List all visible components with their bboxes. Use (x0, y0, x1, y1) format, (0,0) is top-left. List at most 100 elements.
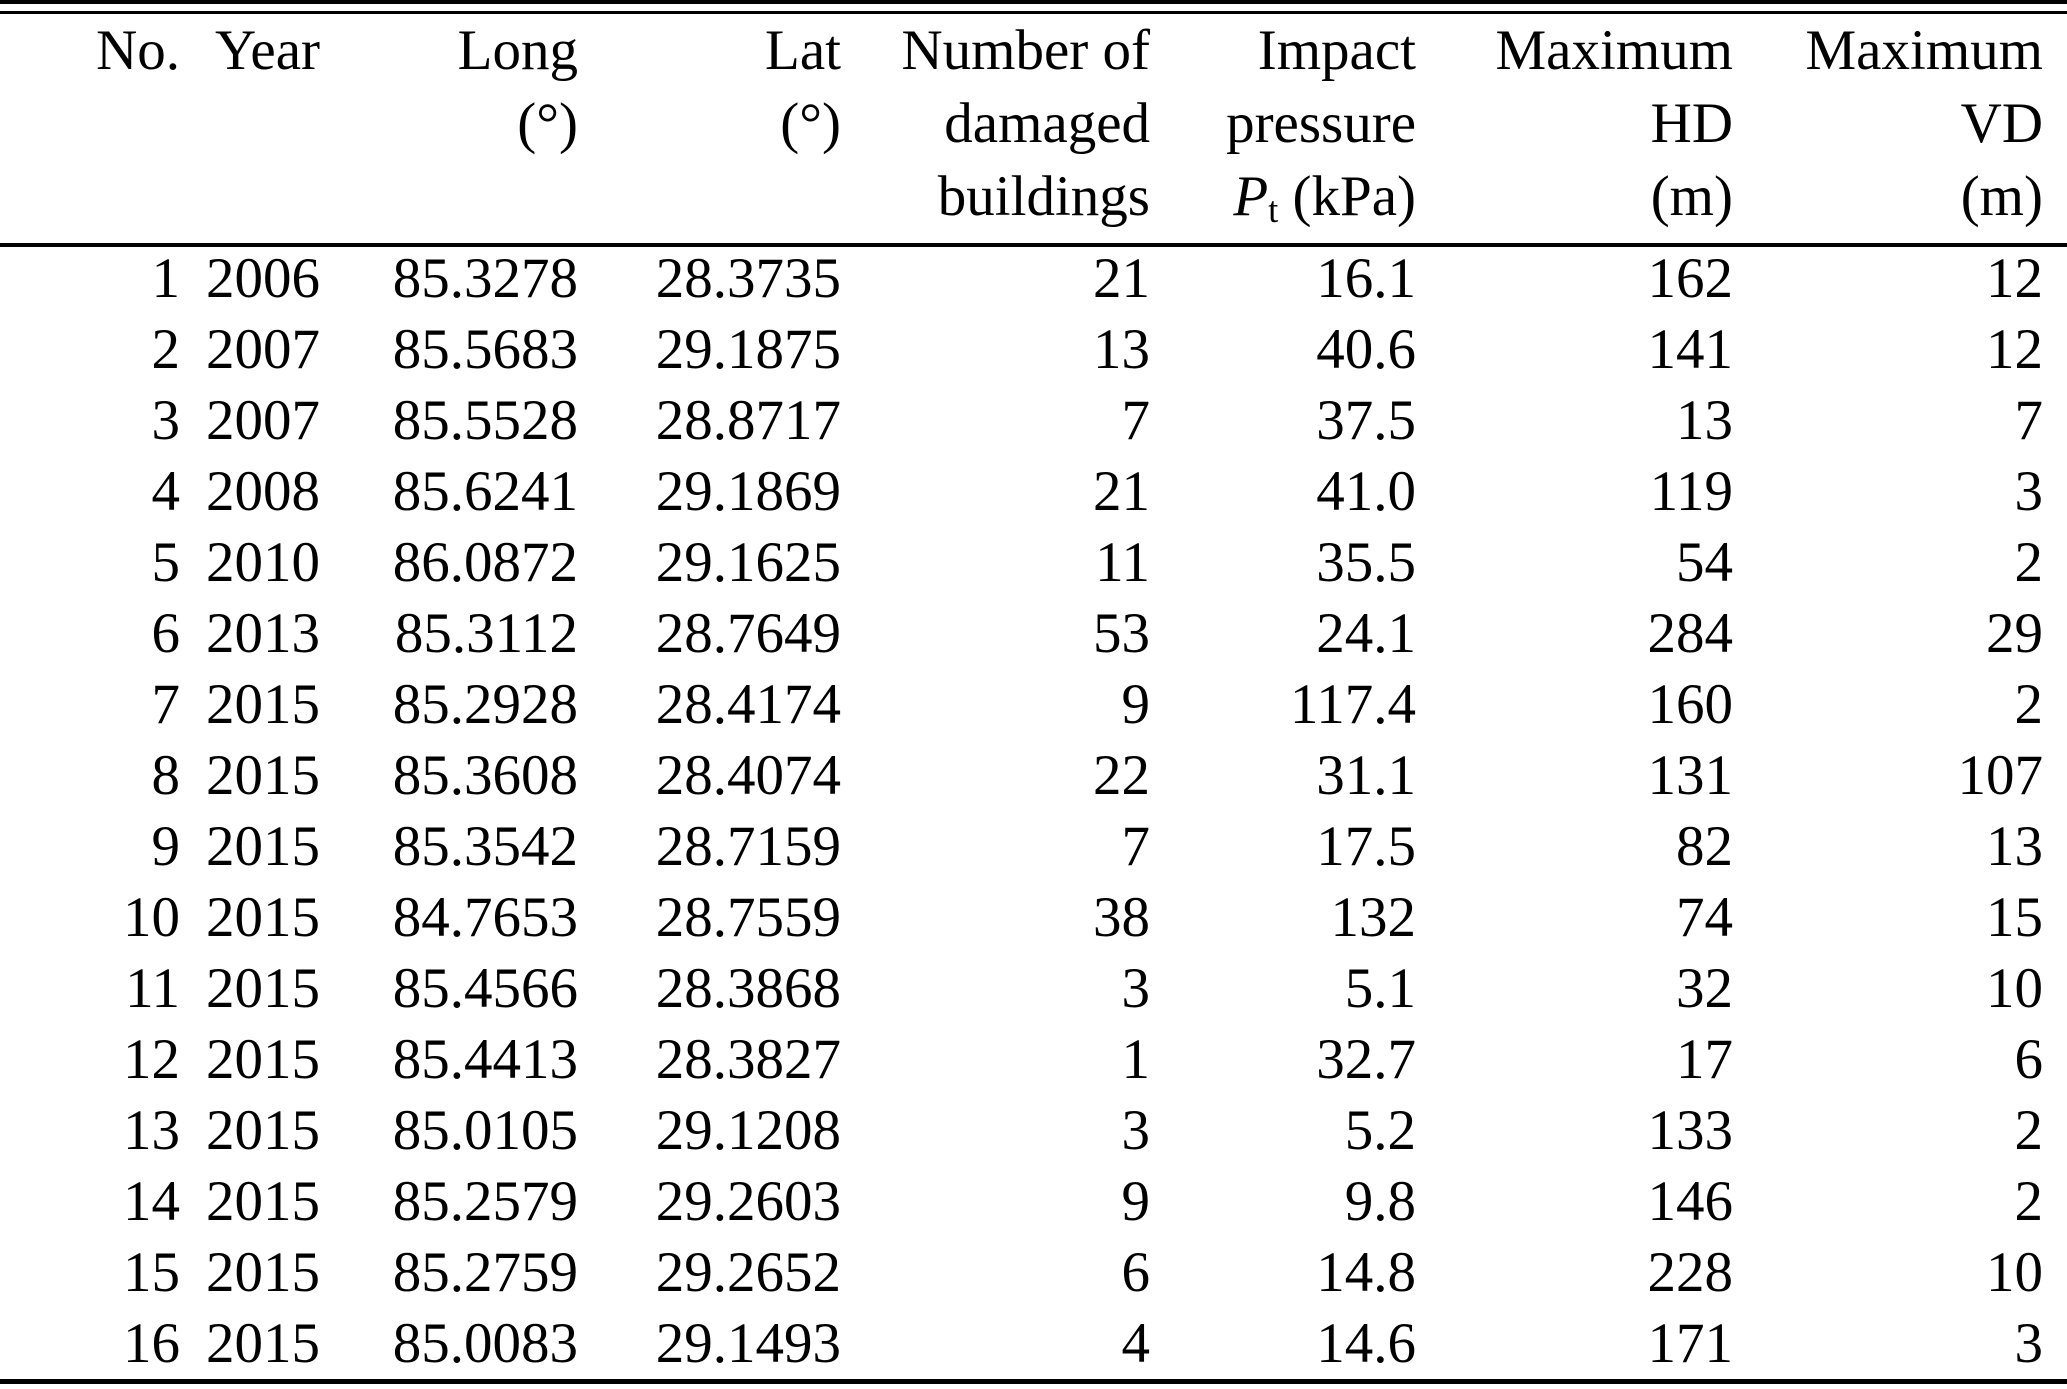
cell-long: 85.2759 (392, 1241, 578, 1304)
cell-hd: 17 (1676, 1028, 1733, 1091)
cell-vd: 13 (1986, 815, 2043, 878)
cell-long: 85.3542 (392, 815, 578, 878)
cell-damaged: 53 (1093, 602, 1150, 665)
cell-lat: 28.3735 (655, 247, 841, 310)
cell-pressure: 16.1 (1316, 247, 1416, 310)
column-header-max-vd: Maximum VD (m) (1733, 14, 2044, 243)
cell-year: 2013 (206, 602, 320, 665)
header-label: damaged (944, 92, 1150, 155)
cell-vd: 2 (2014, 1170, 2044, 1233)
cell-hd: 13 (1676, 389, 1733, 452)
cell-year: 2007 (206, 389, 320, 452)
cell-damaged: 22 (1093, 744, 1150, 807)
cell-lat: 29.1625 (655, 531, 841, 594)
header-unit: (°) (780, 92, 841, 155)
cell-long: 84.7653 (392, 886, 578, 949)
cell-year: 2015 (206, 673, 320, 736)
row-spacer (2043, 527, 2067, 598)
cell-vd: 6 (2014, 1028, 2044, 1091)
cell-long: 85.4413 (392, 1028, 578, 1091)
table-row: 4 2008 85.6241 29.1869 21 41.0 119 3 (0, 456, 2067, 527)
table-row: 14 2015 85.2579 29.2603 9 9.8 146 2 (0, 1166, 2067, 1237)
cell-hd: 74 (1676, 886, 1733, 949)
cell-vd: 12 (1986, 247, 2043, 310)
cell-no: 12 (123, 1028, 180, 1091)
cell-hd: 119 (1649, 460, 1733, 523)
cell-hd: 54 (1676, 531, 1733, 594)
cell-vd: 3 (2014, 460, 2044, 523)
column-header-no: No. (0, 14, 180, 243)
row-spacer (2043, 385, 2067, 456)
pressure-subscript: t (1268, 188, 1279, 230)
cell-damaged: 9 (1121, 1170, 1151, 1233)
cell-year: 2015 (206, 957, 320, 1020)
cell-damaged: 11 (1095, 531, 1150, 594)
cell-pressure: 31.1 (1316, 744, 1416, 807)
cell-year: 2015 (206, 1028, 320, 1091)
cell-vd: 10 (1986, 1241, 2043, 1304)
cell-pressure: 132 (1330, 886, 1417, 949)
table-row: 7 2015 85.2928 28.4174 9 117.4 160 2 (0, 669, 2067, 740)
header-separator-rule (0, 243, 2067, 247)
table-row: 10 2015 84.7653 28.7559 38 132 74 15 (0, 882, 2067, 953)
column-header-long: Long (°) (320, 14, 578, 243)
cell-year: 2008 (206, 460, 320, 523)
cell-year: 2015 (206, 815, 320, 878)
table-row: 16 2015 85.0083 29.1493 4 14.6 171 3 (0, 1308, 2067, 1379)
cell-hd: 284 (1647, 602, 1734, 665)
cell-damaged: 38 (1093, 886, 1150, 949)
cell-pressure: 17.5 (1316, 815, 1416, 878)
cell-no: 11 (125, 957, 180, 1020)
cell-long: 85.3608 (392, 744, 578, 807)
header-label: Year (214, 19, 320, 82)
cell-no: 1 (151, 247, 181, 310)
cell-long: 85.3278 (392, 247, 578, 310)
cell-year: 2015 (206, 1241, 320, 1304)
cell-no: 7 (151, 673, 181, 736)
cell-lat: 29.1208 (655, 1099, 841, 1162)
table-row: 12 2015 85.4413 28.3827 1 32.7 17 6 (0, 1024, 2067, 1095)
cell-vd: 12 (1986, 318, 2043, 381)
cell-long: 85.5528 (392, 389, 578, 452)
cell-long: 85.2928 (392, 673, 578, 736)
table-row: 1 2006 85.3278 28.3735 21 16.1 162 12 (0, 243, 2067, 314)
cell-damaged: 7 (1121, 815, 1151, 878)
cell-vd: 15 (1986, 886, 2043, 949)
row-spacer (2043, 740, 2067, 811)
table-row: 11 2015 85.4566 28.3868 3 5.1 32 10 (0, 953, 2067, 1024)
column-header-damaged-buildings: Number of damaged buildings (841, 14, 1150, 243)
column-header-year: Year (180, 14, 320, 243)
row-spacer (2043, 1166, 2067, 1237)
cell-long: 85.5683 (392, 318, 578, 381)
header-label: Lat (765, 19, 841, 82)
row-spacer (2043, 953, 2067, 1024)
row-spacer (2043, 1095, 2067, 1166)
cell-lat: 29.1875 (655, 318, 841, 381)
cell-long: 85.3112 (394, 602, 578, 665)
cell-lat: 28.3827 (655, 1028, 841, 1091)
header-row: No. Year Long (°) Lat (°) Number of dama… (0, 14, 2067, 243)
cell-vd: 7 (2014, 389, 2044, 452)
cell-damaged: 9 (1121, 673, 1151, 736)
header-label: Number of (901, 19, 1150, 82)
cell-hd: 160 (1647, 673, 1734, 736)
header-label: HD (1650, 92, 1733, 155)
cell-pressure: 24.1 (1316, 602, 1416, 665)
cell-vd: 107 (1957, 744, 2044, 807)
cell-pressure: 32.7 (1316, 1028, 1416, 1091)
column-header-max-hd: Maximum HD (m) (1416, 14, 1734, 243)
cell-pressure: 5.1 (1344, 957, 1416, 1020)
cell-vd: 2 (2014, 531, 2044, 594)
header-label: pressure (1226, 92, 1416, 155)
cell-hd: 133 (1647, 1099, 1734, 1162)
cell-year: 2015 (206, 1170, 320, 1233)
cell-no: 15 (123, 1241, 180, 1304)
cell-year: 2006 (206, 247, 320, 310)
cell-pressure: 14.8 (1316, 1241, 1416, 1304)
cell-no: 2 (151, 318, 181, 381)
cell-long: 85.4566 (392, 957, 578, 1020)
table-row: 2 2007 85.5683 29.1875 13 40.6 141 12 (0, 314, 2067, 385)
cell-damaged: 21 (1093, 460, 1150, 523)
row-spacer (2043, 456, 2067, 527)
